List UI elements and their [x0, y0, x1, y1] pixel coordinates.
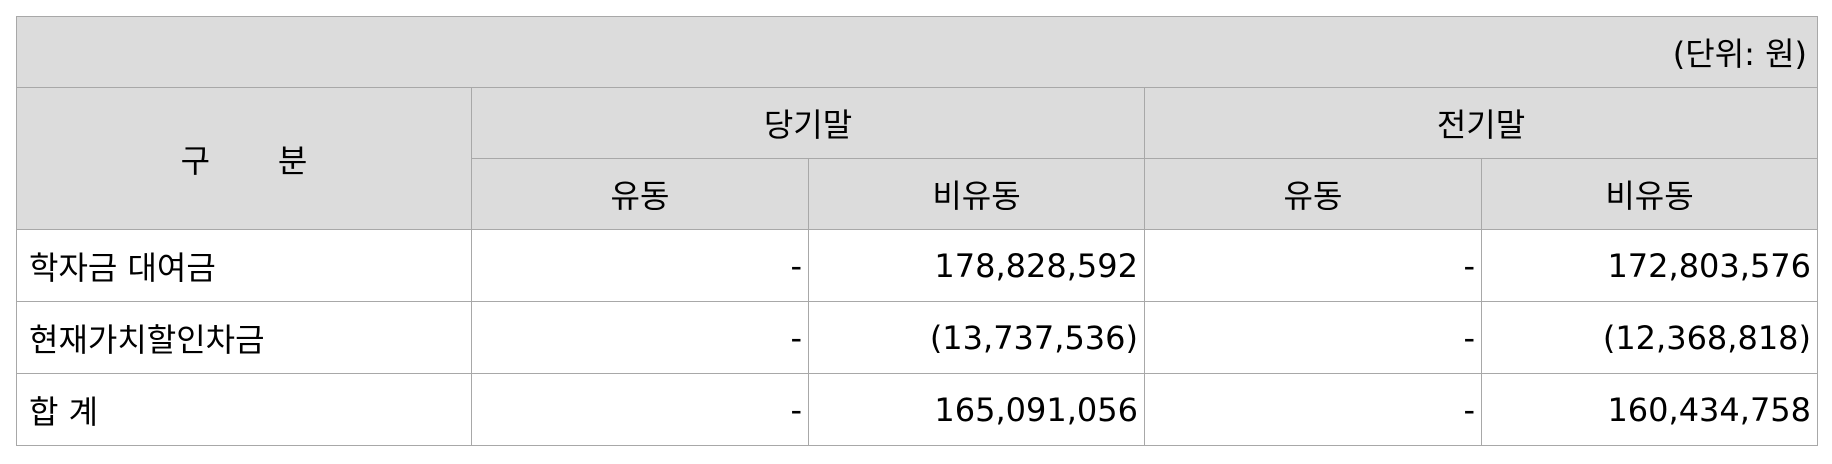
table-cell: - [471, 229, 809, 302]
row-label: 합 계 [16, 373, 472, 446]
table-cell: (12,368,818) [1480, 301, 1819, 374]
table-cell: 172,803,576 [1480, 229, 1819, 302]
table-cell: (13,737,536) [808, 301, 1145, 374]
table-row: 합 계 - 165,091,056 - 160,434,758 [16, 373, 1819, 446]
subheader-current-noncurrent: 비유동 [808, 158, 1145, 230]
row-label: 현재가치할인차금 [16, 301, 472, 374]
group-header-prior: 전기말 [1143, 87, 1819, 159]
financial-table: (단위: 원) 구 분 당기말 전기말 유동 비유동 유동 비유동 학자금 대여… [15, 16, 1819, 446]
unit-row: (단위: 원) [15, 16, 1819, 88]
subheader-prior-noncurrent: 비유동 [1480, 158, 1819, 230]
category-header: 구 분 [16, 87, 472, 230]
table-row: 현재가치할인차금 - (13,737,536) - (12,368,818) [16, 301, 1819, 374]
header-row-2: 유동 비유동 유동 비유동 [17, 158, 1819, 230]
table-cell: - [1144, 229, 1482, 302]
group-header-current: 당기말 [471, 87, 1145, 159]
table-container: (단위: 원) 구 분 당기말 전기말 유동 비유동 유동 비유동 학자금 대여… [15, 16, 1819, 446]
table-cell: - [1144, 301, 1482, 374]
subheader-prior-current: 유동 [1144, 158, 1482, 230]
table-cell: 178,828,592 [808, 229, 1145, 302]
table-row: 학자금 대여금 - 178,828,592 - 172,803,576 [16, 229, 1819, 302]
table-cell: - [1144, 373, 1482, 446]
table-cell: 165,091,056 [808, 373, 1145, 446]
table-cell: - [471, 301, 809, 374]
header-row-1: 구 분 당기말 전기말 [16, 87, 1819, 230]
table-cell: 160,434,758 [1480, 373, 1819, 446]
table-cell: - [471, 373, 809, 446]
unit-label: (단위: 원) [15, 16, 1819, 88]
row-label: 학자금 대여금 [16, 229, 472, 302]
subheader-current-current: 유동 [471, 158, 809, 230]
